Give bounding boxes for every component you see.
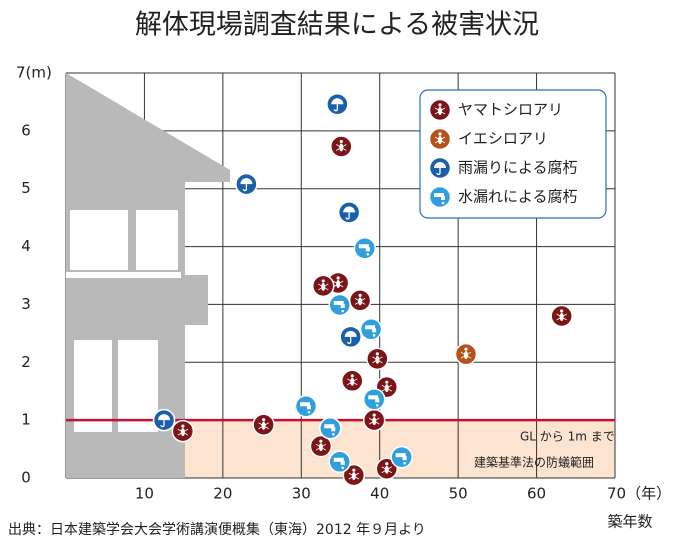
- annotation: 建築基準法の防蟻範囲: [474, 455, 594, 470]
- point: [328, 450, 351, 474]
- point: [375, 457, 399, 480]
- point: [252, 413, 275, 437]
- x-tick-label: 50: [449, 485, 468, 503]
- point: [390, 445, 413, 469]
- legend-swatch: [428, 98, 452, 122]
- point: [328, 293, 351, 317]
- point: [362, 408, 386, 432]
- legend-swatch: [428, 127, 452, 151]
- point: [171, 419, 195, 443]
- point: [342, 463, 366, 487]
- legend-label: ヤマトシロアリ: [458, 101, 563, 119]
- legend-swatch: [428, 156, 452, 180]
- y-tick-label: 5: [21, 179, 31, 197]
- x-tick-label: 60: [527, 485, 546, 503]
- point: [454, 342, 478, 366]
- point: [353, 237, 377, 260]
- legend-label: イエシロアリ: [458, 130, 548, 148]
- legend-label: 雨漏りによる腐朽: [458, 159, 578, 177]
- point: [152, 408, 176, 432]
- y-tick-label: 3: [21, 295, 31, 313]
- x-tick-label: 70（年）: [607, 485, 671, 503]
- y-tick-label: 6: [21, 121, 31, 139]
- legend-swatch: [428, 185, 452, 209]
- point: [550, 304, 573, 328]
- point: [294, 395, 318, 418]
- x-axis-label: 築年数: [607, 513, 652, 531]
- x-tick-label: 40: [370, 485, 389, 503]
- y-tick-label: 0: [21, 469, 31, 487]
- x-tick-label: 20: [213, 485, 232, 503]
- point: [326, 92, 349, 116]
- y-tick-label: 1: [21, 411, 31, 429]
- point: [362, 388, 386, 411]
- chart-title: 解体現場調査結果による被害状況: [135, 10, 539, 41]
- point: [341, 369, 364, 393]
- point: [319, 416, 342, 440]
- point: [339, 325, 362, 349]
- legend: [419, 89, 607, 219]
- x-tick-label: 10: [135, 485, 154, 503]
- y-tick-label: 2: [21, 353, 31, 371]
- point: [330, 135, 353, 158]
- point: [235, 172, 258, 196]
- point: [337, 201, 361, 224]
- point: [348, 289, 372, 312]
- source: 出典：日本建築学会大会学術講演便概集（東海）2012 年９月より: [8, 521, 426, 538]
- point: [359, 318, 383, 341]
- point: [309, 434, 333, 458]
- y-tick-label: 4: [21, 237, 31, 255]
- annotation: GL から 1m まで: [520, 430, 615, 444]
- y-tick-label: 7(m): [16, 64, 52, 82]
- x-tick-label: 30: [292, 485, 311, 503]
- legend-label: 水漏れによる腐朽: [458, 188, 578, 206]
- house: [66, 73, 230, 478]
- point: [366, 347, 389, 371]
- point: [311, 274, 335, 298]
